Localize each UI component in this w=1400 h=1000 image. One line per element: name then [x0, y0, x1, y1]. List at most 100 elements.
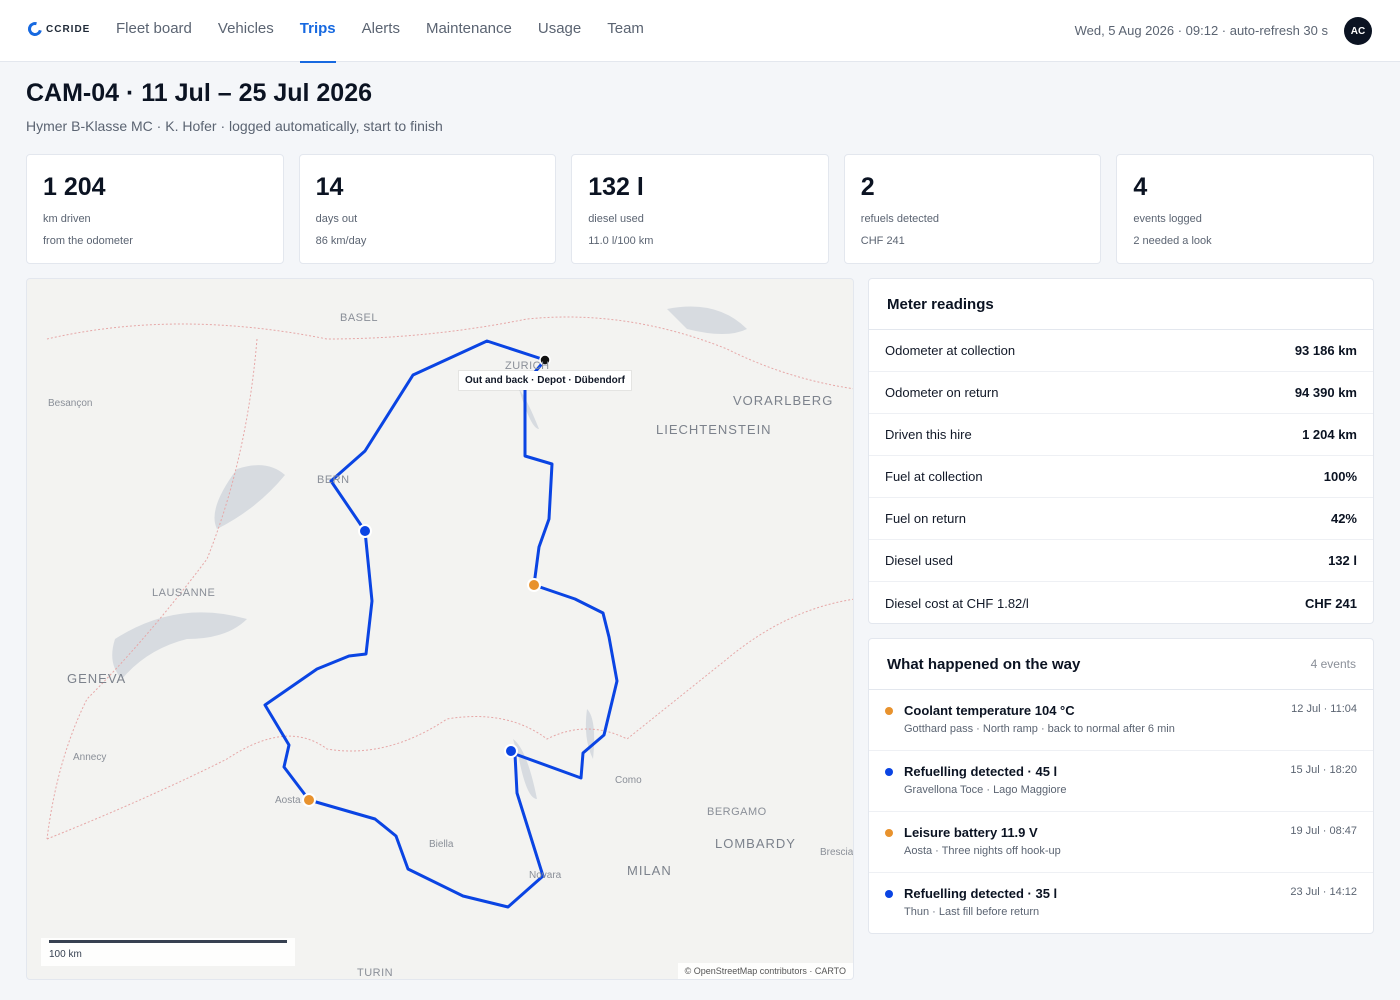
kpi-value: 4: [1133, 173, 1148, 201]
map-label-novara: Novara: [529, 870, 562, 881]
map-label-vorarlberg: VORARLBERG: [733, 393, 834, 408]
refuel-marker-gravellona[interactable]: [504, 744, 518, 758]
trip-route[interactable]: [263, 339, 619, 909]
map-label-basel: BASEL: [340, 312, 378, 324]
lake-como: [585, 709, 595, 759]
nav-team[interactable]: Team: [607, 20, 644, 37]
meter-row-odometer-collection: Odometer at collection 93 186 km: [869, 330, 1373, 372]
kpi-note: 2 needed a look: [1133, 235, 1212, 247]
kpi-value: 2: [860, 173, 875, 201]
panel-title: Meter readings: [887, 295, 994, 313]
map-label-milan: MILAN: [627, 863, 672, 878]
nav-vehicles[interactable]: Vehicles: [217, 20, 274, 37]
map-attribution[interactable]: © OpenStreetMap contributors · CARTO: [677, 963, 853, 979]
page-subtitle: Hymer B-Klasse MC · K. Hofer · logged au…: [26, 118, 443, 134]
event-item[interactable]: Refuelling detected · 45 l Gravellona To…: [869, 751, 1373, 812]
trip-map[interactable]: BASEL ZURICH Besançon VORARLBERG LIECHTE…: [26, 278, 854, 980]
top-bar: CCRIDE Fleet board Vehicles Trips Alerts…: [0, 0, 1400, 63]
meter-label: Fuel at collection: [885, 469, 983, 484]
refuel-marker-thun[interactable]: [358, 524, 372, 538]
scale-label: 100 km: [49, 949, 82, 960]
meter-value: 1 204 km: [1302, 427, 1357, 442]
event-item[interactable]: Coolant temperature 104 °C Gotthard pass…: [869, 690, 1373, 751]
event-title: Refuelling detected · 35 l: [904, 886, 1058, 901]
refresh-status: Wed, 5 Aug 2026 · 09:12 · auto-refresh 3…: [1074, 23, 1328, 38]
event-time: 12 Jul · 11:04: [1291, 703, 1357, 715]
event-detail: Gotthard pass · North ramp · back to nor…: [904, 723, 1175, 735]
depot-marker[interactable]: [539, 354, 551, 366]
map-label-liechtenstein: LIECHTENSTEIN: [656, 422, 772, 437]
meter-value: 100%: [1323, 469, 1357, 484]
map-label-bern: BERN: [317, 474, 350, 486]
user-avatar[interactable]: AC: [1344, 17, 1372, 45]
meter-value: 42%: [1330, 511, 1357, 526]
kpi-note: from the odometer: [43, 235, 133, 247]
meter-label: Odometer at collection: [885, 343, 1016, 358]
refuel-dot-icon: [885, 768, 893, 776]
event-title: Coolant temperature 104 °C: [904, 703, 1075, 718]
nav-usage[interactable]: Usage: [537, 20, 582, 37]
borders: [46, 316, 853, 840]
map-label-aosta: Aosta: [275, 795, 301, 806]
panel-header: Meter readings: [869, 279, 1373, 330]
nav-fleet-board[interactable]: Fleet board: [116, 20, 192, 37]
main-nav: Fleet board Vehicles Trips Alerts Mainte…: [103, 0, 657, 63]
app-logo[interactable]: CCRIDE: [25, 19, 90, 39]
meter-row-diesel-cost: Diesel cost at CHF 1.82/l CHF 241: [869, 582, 1373, 624]
panel-title: What happened on the way: [887, 655, 1081, 673]
warning-marker-gotthard[interactable]: [527, 578, 541, 592]
depot-label: Out and back · Depot · Dübendorf: [459, 371, 631, 390]
meter-value: 132 l: [1328, 553, 1357, 568]
nav-maintenance[interactable]: Maintenance: [425, 20, 512, 37]
page-title: CAM-04 · 11 Jul – 25 Jul 2026: [26, 79, 373, 107]
logo-icon: [25, 19, 45, 39]
lake-neuchatel: [214, 465, 285, 529]
kpi-card-events: 4 events logged 2 needed a look: [1116, 154, 1374, 264]
event-detail: Aosta · Three nights off hook-up: [904, 845, 1061, 857]
map-label-biella: Biella: [429, 839, 454, 850]
kpi-label: refuels detected: [860, 213, 940, 225]
refuel-dot-icon: [885, 890, 893, 898]
events-panel: What happened on the way 4 events Coolan…: [868, 638, 1374, 934]
kpi-card-days: 14 days out 86 km/day: [298, 154, 557, 264]
meter-readings-panel: Meter readings Odometer at collection 93…: [868, 278, 1374, 624]
lakes: [112, 306, 747, 799]
lake-geneva: [112, 612, 247, 679]
kpi-value: 14: [315, 173, 344, 201]
meter-label: Fuel on return: [885, 511, 966, 526]
event-item[interactable]: Refuelling detected · 35 l Thun · Last f…: [869, 873, 1373, 934]
panel-header: What happened on the way 4 events: [869, 639, 1373, 690]
warning-marker-aosta[interactable]: [302, 793, 316, 807]
kpi-label: events logged: [1133, 213, 1202, 225]
map-label-turin: TURIN: [357, 967, 394, 979]
kpi-card-diesel: 132 l diesel used 11.0 l/100 km: [571, 154, 829, 264]
meter-row-odometer-return: Odometer on return 94 390 km: [869, 372, 1373, 414]
kpi-note: CHF 241: [860, 235, 905, 247]
meter-label: Odometer on return: [885, 385, 999, 400]
meter-label: Driven this hire: [885, 427, 972, 442]
map-label-brescia: Brescia: [820, 847, 854, 858]
kpi-value: 1 204: [43, 173, 106, 201]
kpi-label: days out: [315, 213, 358, 225]
event-count: 4 events: [1310, 657, 1356, 671]
kpi-card-distance: 1 204 km driven from the odometer: [26, 154, 284, 264]
nav-trips[interactable]: Trips: [287, 0, 349, 63]
border-west: [46, 338, 258, 840]
kpi-row: 1 204 km driven from the odometer 14 day…: [26, 154, 1374, 264]
meter-row-diesel-used: Diesel used 132 l: [869, 540, 1373, 582]
map-scale: 100 km: [41, 938, 295, 966]
map-canvas: [46, 306, 853, 909]
nav-alerts[interactable]: Alerts: [361, 20, 400, 37]
meter-label: Diesel used: [885, 553, 953, 568]
event-title: Refuelling detected · 45 l: [904, 764, 1058, 779]
map-label-zurich: ZURICH: [505, 360, 550, 372]
map-label-lausanne: LAUSANNE: [152, 587, 216, 599]
lake-constance: [667, 306, 747, 334]
border-south: [46, 598, 853, 840]
meter-row-fuel-collection: Fuel at collection 100%: [869, 456, 1373, 498]
meter-value: 94 390 km: [1294, 385, 1357, 400]
event-title: Leisure battery 11.9 V: [904, 825, 1038, 840]
event-item[interactable]: Leisure battery 11.9 V Aosta · Three nig…: [869, 812, 1373, 873]
map-label-besancon: Besançon: [48, 398, 93, 409]
map-label-como: Como: [615, 775, 642, 786]
